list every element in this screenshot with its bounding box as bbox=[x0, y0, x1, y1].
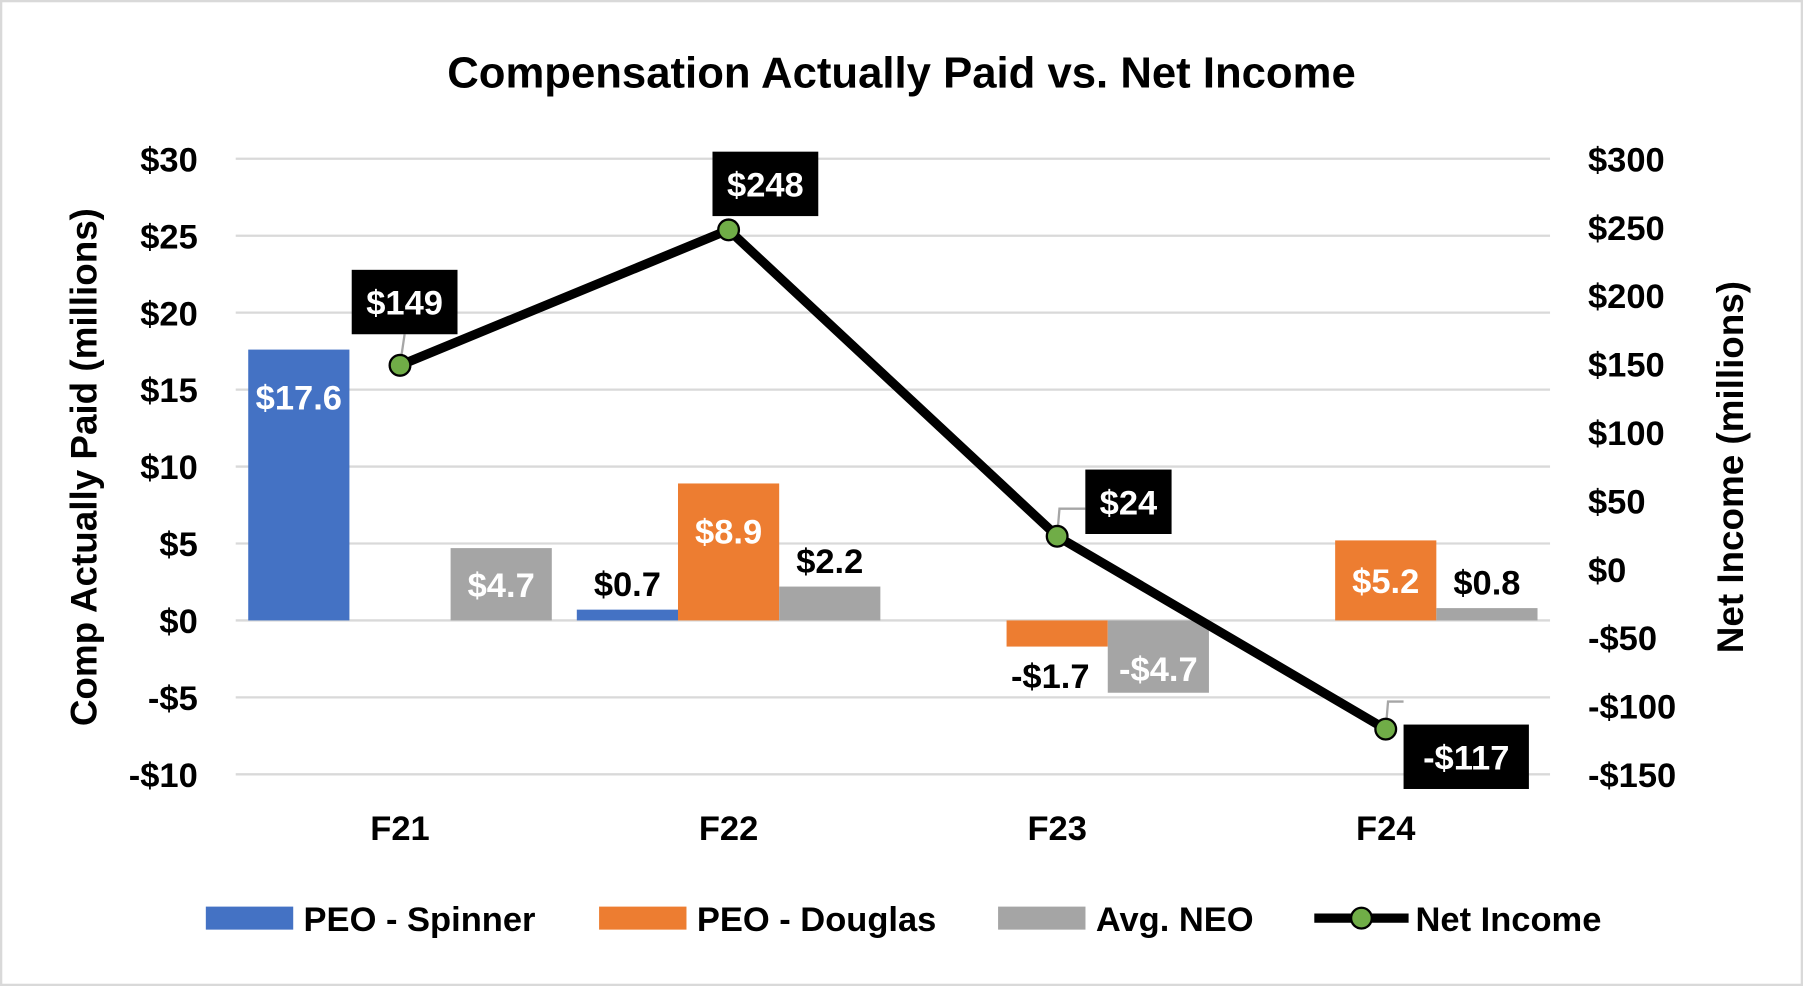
net-income-marker bbox=[388, 353, 412, 377]
legend-swatch bbox=[998, 906, 1086, 930]
net-income-data-label: -$117 bbox=[1423, 739, 1509, 777]
legend-label: PEO - Douglas bbox=[697, 901, 937, 939]
y2-tick-label: $50 bbox=[1588, 483, 1646, 521]
net-income-marker bbox=[717, 218, 741, 242]
bar-data-label: $4.7 bbox=[468, 567, 535, 605]
net-income-marker bbox=[1374, 717, 1398, 741]
y2-tick-label: $200 bbox=[1588, 278, 1665, 316]
y2-axis-label: Net Income (millions) bbox=[1710, 281, 1751, 653]
legend-marker bbox=[1349, 906, 1373, 930]
y2-tick-label: -$150 bbox=[1588, 757, 1676, 795]
bar-peo-douglas bbox=[1335, 540, 1437, 621]
bar-data-label: $0.8 bbox=[1453, 564, 1520, 602]
legend-label: Net Income bbox=[1415, 901, 1601, 939]
y2-tick-label: $100 bbox=[1588, 415, 1665, 453]
y-tick-label: $5 bbox=[159, 526, 197, 564]
y2-tick-label: -$50 bbox=[1588, 620, 1657, 658]
y-axis-label: Comp Actually Paid (millions) bbox=[64, 208, 105, 726]
bar-avg-neo bbox=[1107, 620, 1209, 693]
bar-peo-spinner bbox=[248, 349, 350, 621]
y-tick-label: -$5 bbox=[148, 680, 198, 718]
legend-label: PEO - Spinner bbox=[304, 901, 536, 939]
y2-tick-label: $250 bbox=[1588, 210, 1665, 248]
net-income-data-label: $248 bbox=[727, 167, 804, 205]
bar-peo-douglas bbox=[677, 483, 780, 621]
bar-avg-neo bbox=[779, 586, 881, 621]
bar-data-label: -$4.7 bbox=[1119, 651, 1198, 689]
bar-data-label: $2.2 bbox=[796, 543, 863, 581]
bar-avg-neo bbox=[1436, 608, 1538, 621]
bar-data-label: $0.7 bbox=[594, 566, 661, 604]
bar-peo-douglas bbox=[1006, 620, 1108, 647]
bar-data-label: $8.9 bbox=[695, 513, 762, 551]
y-tick-label: $0 bbox=[159, 603, 197, 641]
y2-tick-label: $0 bbox=[1588, 552, 1626, 590]
y-tick-label: $20 bbox=[140, 295, 198, 333]
x-tick-label: F22 bbox=[699, 810, 758, 848]
net-income-label-box bbox=[712, 151, 819, 217]
net-income-marker bbox=[1045, 524, 1069, 548]
x-tick-label: F24 bbox=[1356, 810, 1415, 848]
net-income-label-box bbox=[1085, 469, 1172, 534]
legend-swatch bbox=[599, 906, 687, 930]
y-tick-label: $30 bbox=[140, 141, 198, 179]
bar-peo-spinner bbox=[576, 609, 678, 621]
y-tick-label: -$10 bbox=[129, 757, 198, 795]
x-tick-label: F21 bbox=[370, 810, 429, 848]
bar-data-label: -$1.7 bbox=[1011, 658, 1090, 696]
y2-tick-label: $150 bbox=[1588, 347, 1665, 385]
legend-swatch bbox=[205, 906, 294, 930]
bar-avg-neo bbox=[450, 548, 552, 621]
x-tick-label: F23 bbox=[1027, 810, 1086, 848]
y-tick-label: $15 bbox=[140, 372, 198, 410]
net-income-line bbox=[398, 225, 1389, 734]
y2-tick-label: $300 bbox=[1588, 141, 1665, 179]
bar-data-label: $5.2 bbox=[1352, 563, 1419, 601]
net-income-label-box bbox=[1403, 724, 1529, 789]
bar-data-label: $17.6 bbox=[256, 379, 342, 417]
y2-tick-label: -$100 bbox=[1588, 689, 1676, 727]
y-tick-label: $10 bbox=[140, 449, 198, 487]
chart-title: Compensation Actually Paid vs. Net Incom… bbox=[447, 48, 1356, 97]
net-income-data-label: $149 bbox=[366, 285, 443, 323]
net-income-label-box bbox=[351, 269, 458, 335]
y-tick-label: $25 bbox=[140, 218, 198, 256]
legend-label: Avg. NEO bbox=[1096, 901, 1254, 939]
net-income-data-label: $24 bbox=[1100, 484, 1158, 522]
